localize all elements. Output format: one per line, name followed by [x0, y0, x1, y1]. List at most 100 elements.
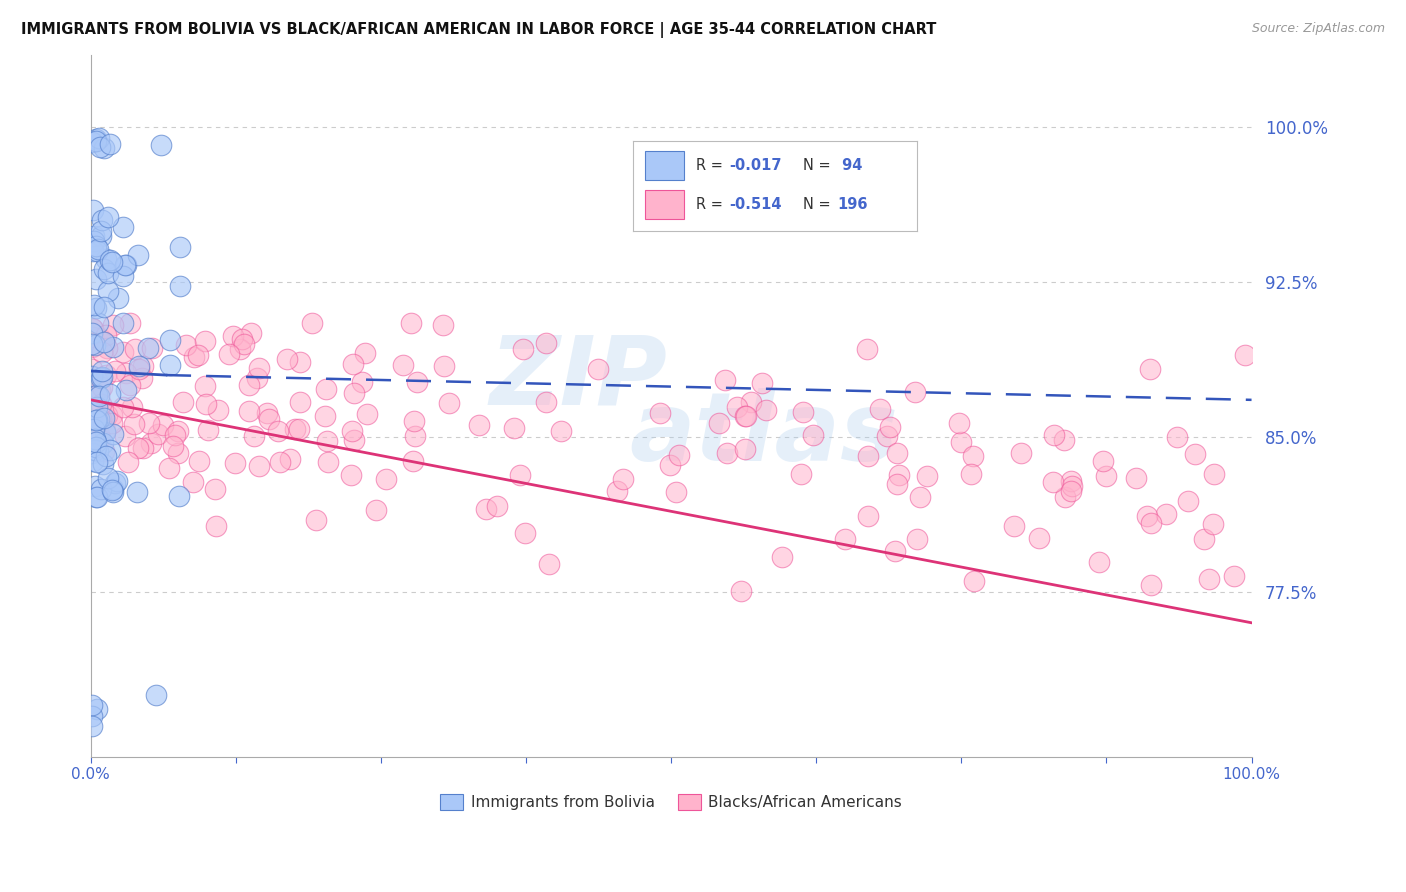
Point [437, 396, 460, 410]
Point [1010, 445, 1032, 459]
Point [340, 467, 363, 482]
Point [90, 364, 112, 378]
Point [127, 442, 149, 456]
Point [89, 331, 111, 345]
Point [354, 345, 377, 359]
Point [301, 317, 323, 331]
Point [84, 134, 107, 148]
Point [80, 341, 103, 355]
Point [709, 416, 731, 430]
Point [101, 340, 124, 354]
Point [343, 434, 366, 448]
Point [100, 408, 122, 422]
Point [80, 368, 103, 383]
Bar [645, 152, 685, 180]
Point [84, 442, 107, 457]
Point [755, 403, 778, 417]
Point [194, 378, 217, 392]
Point [86, 272, 108, 286]
Point [128, 361, 150, 376]
Point [204, 482, 226, 496]
Point [1054, 490, 1077, 504]
Point [205, 519, 228, 533]
Point [80, 374, 103, 388]
Point [770, 550, 793, 565]
Text: R =: R = [696, 158, 727, 173]
Text: N =: N = [803, 197, 835, 212]
Point [93, 261, 115, 276]
Point [730, 584, 752, 599]
Point [83, 433, 105, 447]
Point [86, 242, 108, 256]
Point [114, 259, 136, 273]
Point [112, 345, 135, 359]
Point [121, 400, 143, 414]
Point [1201, 516, 1223, 531]
Point [886, 446, 908, 460]
Point [404, 429, 426, 443]
Point [247, 361, 270, 376]
Point [356, 407, 378, 421]
Point [665, 484, 688, 499]
Point [962, 449, 984, 463]
Point [876, 429, 898, 443]
Point [103, 318, 125, 332]
Point [305, 513, 328, 527]
Text: -0.017: -0.017 [730, 158, 782, 173]
Point [734, 409, 756, 424]
Point [512, 342, 534, 356]
Point [288, 395, 311, 409]
Point [269, 455, 291, 469]
Point [1184, 447, 1206, 461]
Point [239, 326, 262, 340]
Point [120, 317, 142, 331]
Point [224, 456, 246, 470]
Point [267, 424, 290, 438]
Point [1136, 509, 1159, 524]
Point [125, 485, 148, 500]
Point [207, 403, 229, 417]
Point [399, 317, 422, 331]
Point [117, 455, 139, 469]
Point [1177, 493, 1199, 508]
Point [513, 525, 536, 540]
Point [256, 406, 278, 420]
Point [905, 532, 928, 546]
Point [80, 326, 103, 340]
Point [340, 425, 363, 439]
Point [159, 358, 181, 372]
Point [904, 385, 927, 400]
Point [948, 417, 970, 431]
Point [82, 405, 104, 419]
Text: 94: 94 [838, 158, 863, 173]
Point [1060, 475, 1083, 489]
Point [181, 475, 204, 490]
Point [169, 240, 191, 254]
Text: 196: 196 [838, 197, 868, 212]
Point [243, 429, 266, 443]
Point [342, 385, 364, 400]
Point [433, 359, 456, 373]
Point [288, 354, 311, 368]
Point [1053, 433, 1076, 447]
Point [96, 408, 118, 422]
Point [84, 434, 107, 449]
Point [316, 455, 339, 469]
Point [1088, 555, 1111, 569]
Text: Source: ZipAtlas.com: Source: ZipAtlas.com [1251, 22, 1385, 36]
Point [503, 421, 526, 435]
Point [93, 335, 115, 350]
Point [93, 300, 115, 314]
Point [1198, 573, 1220, 587]
Point [90, 228, 112, 243]
Point [87, 130, 110, 145]
Point [725, 401, 748, 415]
Point [97, 210, 120, 224]
Point [86, 702, 108, 716]
Point [82, 698, 104, 713]
Point [883, 544, 905, 558]
Point [238, 404, 260, 418]
Point [91, 213, 114, 227]
Point [889, 467, 911, 482]
Point [1092, 453, 1115, 467]
